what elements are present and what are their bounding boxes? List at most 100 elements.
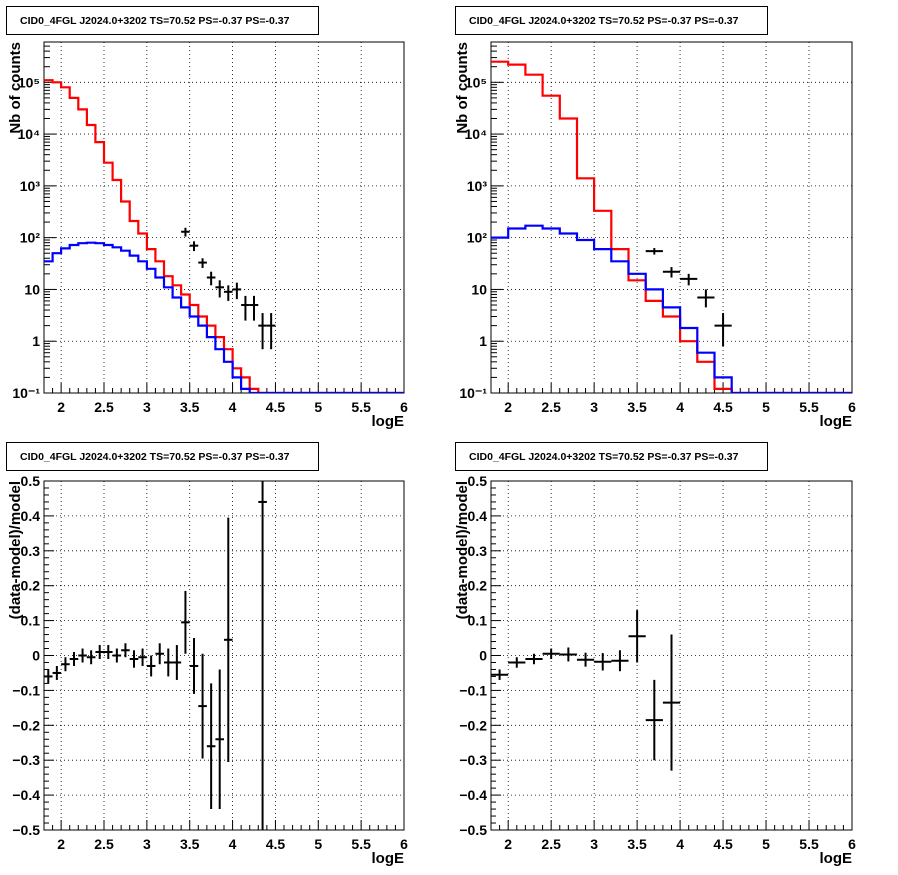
x-tick-label: 5 [762, 836, 770, 852]
x-tick-label: 5.5 [351, 399, 371, 415]
data-point [129, 650, 139, 668]
x-tick-label: 2.5 [541, 836, 561, 852]
data-point [198, 258, 207, 268]
data-point [628, 610, 646, 663]
x-tick-label: 5 [314, 399, 322, 415]
y-tick-label: −0.5 [459, 822, 487, 838]
data-point [44, 669, 53, 684]
x-tick-label: 5.5 [799, 836, 819, 852]
data-point [155, 643, 164, 665]
data-point [258, 481, 267, 830]
histogram-line [491, 224, 852, 393]
x-tick-label: 3.5 [180, 399, 200, 415]
data-point [576, 652, 595, 667]
x-tick-label: 3 [590, 836, 598, 852]
x-tick-label: 3.5 [627, 836, 647, 852]
y-tick-label: 10 [24, 281, 40, 297]
data-point [61, 657, 70, 672]
y-tick-label: 0.1 [21, 613, 41, 629]
chart-panel-3: CID0_4FGL J2024.0+3202 TS=70.52 PS=-0.37… [6, 442, 408, 867]
y-tick-label: −0.4 [12, 787, 40, 803]
data-point [241, 295, 250, 321]
data-point [594, 653, 612, 671]
data-point [680, 273, 698, 286]
x-axis-label: logE [372, 413, 405, 430]
data-point [662, 267, 681, 278]
y-axis-label: (data-model)/model [454, 481, 471, 619]
y-axis-label: Nb of counts [454, 42, 471, 134]
histogram-line [44, 241, 404, 393]
data-point [206, 683, 216, 810]
x-tick-label: 5 [314, 836, 322, 852]
data-point [121, 643, 130, 658]
histogram-line [44, 79, 404, 393]
plot-area [44, 79, 404, 393]
x-tick-label: 4 [229, 836, 237, 852]
y-tick-label: 0.4 [21, 508, 41, 524]
x-tick-label: 2.5 [94, 399, 114, 415]
chart-title: CID0_4FGL J2024.0+3202 TS=70.52 PS=-0.37… [20, 451, 290, 463]
x-tick-label: 2 [504, 836, 512, 852]
x-tick-label: 2.5 [94, 836, 114, 852]
y-tick-label: 10⁴ [465, 126, 488, 142]
data-point [215, 280, 224, 298]
data-point [172, 645, 182, 680]
y-tick-label: 0 [32, 648, 40, 664]
data-point [138, 648, 147, 666]
x-tick-label: 5.5 [351, 836, 371, 852]
data-point [181, 590, 190, 654]
data-point [146, 655, 156, 677]
data-point [95, 645, 104, 659]
x-tick-label: 6 [400, 399, 408, 415]
data-point [86, 650, 96, 665]
y-tick-label: 10³ [467, 178, 488, 194]
y-tick-label: −0.3 [459, 752, 487, 768]
x-tick-label: 5.5 [799, 399, 819, 415]
data-point [181, 227, 190, 237]
data-point [206, 271, 216, 286]
y-tick-label: 10⁴ [18, 126, 41, 142]
x-tick-label: 3.5 [627, 399, 647, 415]
data-point [69, 652, 79, 666]
y-tick-label: −0.5 [12, 822, 40, 838]
data-point [224, 285, 233, 301]
y-tick-label: 1 [479, 333, 487, 349]
y-tick-label: 10² [20, 230, 41, 246]
data-point [189, 638, 199, 694]
y-tick-label: 0.5 [468, 473, 488, 489]
data-point [542, 648, 560, 659]
data-point [198, 653, 207, 759]
x-tick-label: 4.5 [266, 399, 286, 415]
data-point [714, 313, 732, 347]
data-point [662, 634, 681, 771]
data-point [52, 665, 62, 680]
data-point [508, 657, 526, 668]
chart-title: CID0_4FGL J2024.0+3202 TS=70.52 PS=-0.37… [469, 15, 739, 27]
y-tick-label: 10⁵ [18, 74, 40, 90]
y-tick-label: 0.5 [21, 473, 41, 489]
x-axis-label: logE [820, 413, 853, 430]
chart-panel-4: CID0_4FGL J2024.0+3202 TS=70.52 PS=-0.37… [454, 442, 856, 867]
y-tick-label: −0.1 [12, 682, 40, 698]
y-tick-label: −0.4 [459, 787, 487, 803]
x-tick-label: 6 [400, 836, 408, 852]
data-point [645, 248, 663, 255]
data-point [525, 653, 543, 665]
x-tick-label: 2 [57, 836, 65, 852]
x-axis-label: logE [372, 850, 405, 867]
y-tick-label: −0.2 [12, 717, 40, 733]
chart-title-box [455, 6, 768, 35]
chart-title-box [6, 6, 319, 35]
data-point [645, 679, 663, 761]
y-tick-label: 10⁵ [465, 74, 487, 90]
x-tick-label: 2.5 [541, 399, 561, 415]
y-axis-label: Nb of counts [7, 42, 24, 134]
plot-area [44, 481, 267, 830]
chart-title-box [6, 442, 319, 471]
data-point [559, 647, 577, 662]
y-tick-label: 0 [479, 648, 487, 664]
x-tick-label: 2 [504, 399, 512, 415]
data-point [611, 650, 629, 672]
chart-panel-2: CID0_4FGL J2024.0+3202 TS=70.52 PS=-0.37… [454, 6, 856, 430]
chart-panel-1: CID0_4FGL J2024.0+3202 TS=70.52 PS=-0.37… [6, 6, 408, 430]
